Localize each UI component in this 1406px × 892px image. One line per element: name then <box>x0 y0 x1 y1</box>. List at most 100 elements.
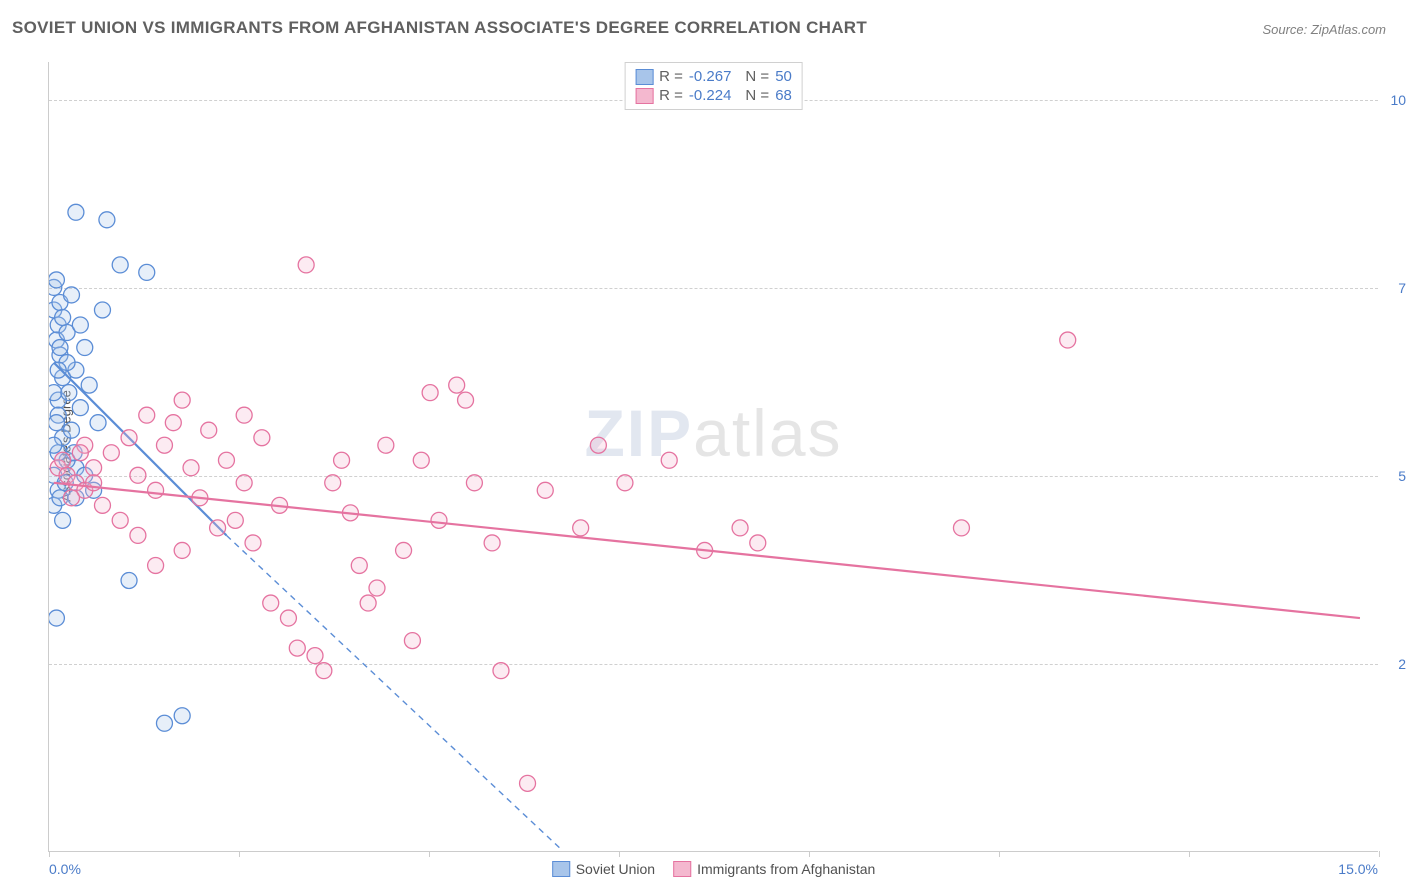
chart-title: SOVIET UNION VS IMMIGRANTS FROM AFGHANIS… <box>12 18 867 38</box>
scatter-point <box>661 452 677 468</box>
scatter-point <box>369 580 385 596</box>
scatter-point <box>263 595 279 611</box>
scatter-point <box>750 535 766 551</box>
stats-row-soviet: R = -0.267 N = 50 <box>635 67 792 86</box>
legend-label-soviet: Soviet Union <box>576 861 655 877</box>
scatter-point <box>360 595 376 611</box>
correlation-stats-legend: R = -0.267 N = 50 R = -0.224 N = 68 <box>624 62 803 110</box>
scatter-point <box>148 557 164 573</box>
r-value-soviet: -0.267 <box>689 68 732 85</box>
scatter-point <box>63 422 79 438</box>
correlation-chart: SOVIET UNION VS IMMIGRANTS FROM AFGHANIS… <box>0 0 1406 892</box>
scatter-point <box>49 610 64 626</box>
scatter-point <box>63 287 79 303</box>
scatter-point <box>112 257 128 273</box>
scatter-point <box>55 452 71 468</box>
scatter-point <box>165 415 181 431</box>
scatter-point <box>50 362 66 378</box>
scatter-point <box>72 317 88 333</box>
source-attribution: Source: ZipAtlas.com <box>1262 22 1386 37</box>
n-value-afghanistan: 68 <box>775 87 792 104</box>
n-value-soviet: 50 <box>775 68 792 85</box>
y-tick-label: 100.0% <box>1383 92 1406 108</box>
scatter-point <box>174 392 190 408</box>
series-legend: Soviet Union Immigrants from Afghanistan <box>552 861 876 877</box>
scatter-point <box>55 512 71 528</box>
scatter-point <box>72 400 88 416</box>
scatter-point <box>156 715 172 731</box>
scatter-point <box>112 512 128 528</box>
legend-item-soviet: Soviet Union <box>552 861 655 877</box>
scatter-point <box>520 775 536 791</box>
swatch-afghanistan <box>635 88 653 104</box>
scatter-point <box>210 520 226 536</box>
plot-area: R = -0.267 N = 50 R = -0.224 N = 68 ZIPa… <box>48 62 1378 852</box>
scatter-point <box>139 407 155 423</box>
scatter-point <box>81 377 97 393</box>
scatter-point <box>396 542 412 558</box>
scatter-point <box>86 460 102 476</box>
x-axis-min-label: 0.0% <box>49 861 81 877</box>
scatter-point <box>573 520 589 536</box>
scatter-point <box>732 520 748 536</box>
legend-label-afghanistan: Immigrants from Afghanistan <box>697 861 875 877</box>
legend-item-afghanistan: Immigrants from Afghanistan <box>673 861 875 877</box>
scatter-point <box>316 663 332 679</box>
scatter-point <box>404 633 420 649</box>
scatter-point <box>953 520 969 536</box>
scatter-point <box>590 437 606 453</box>
scatter-point <box>351 557 367 573</box>
trend-line-extrapolated <box>226 535 563 851</box>
scatter-point <box>130 527 146 543</box>
scatter-point <box>61 385 77 401</box>
scatter-point <box>280 610 296 626</box>
scatter-point <box>307 648 323 664</box>
y-tick-label: 75.0% <box>1383 280 1406 296</box>
scatter-point <box>449 377 465 393</box>
swatch-soviet <box>635 69 653 85</box>
scatter-point <box>148 482 164 498</box>
scatter-point <box>493 663 509 679</box>
scatter-point <box>49 385 62 401</box>
scatter-point <box>63 490 79 506</box>
scatter-point <box>413 452 429 468</box>
scatter-point <box>174 542 190 558</box>
scatter-point <box>236 407 252 423</box>
x-tick <box>1379 851 1380 857</box>
scatter-point <box>130 467 146 483</box>
scatter-point <box>94 497 110 513</box>
scatter-point <box>156 437 172 453</box>
scatter-point <box>458 392 474 408</box>
scatter-point <box>289 640 305 656</box>
scatter-point <box>72 445 88 461</box>
scatter-point <box>617 475 633 491</box>
scatter-point <box>99 212 115 228</box>
scatter-point <box>422 385 438 401</box>
y-tick-label: 50.0% <box>1383 468 1406 484</box>
scatter-point <box>49 437 62 453</box>
scatter-point <box>298 257 314 273</box>
scatter-point <box>52 340 68 356</box>
x-tick <box>809 851 810 857</box>
scatter-point <box>431 512 447 528</box>
scatter-point <box>183 460 199 476</box>
scatter-svg <box>49 62 1378 851</box>
scatter-point <box>49 272 64 288</box>
scatter-point <box>218 452 234 468</box>
scatter-point <box>378 437 394 453</box>
scatter-point <box>254 430 270 446</box>
scatter-point <box>537 482 553 498</box>
scatter-point <box>68 204 84 220</box>
scatter-point <box>139 264 155 280</box>
scatter-point <box>236 475 252 491</box>
scatter-point <box>121 430 137 446</box>
r-value-afghanistan: -0.224 <box>689 87 732 104</box>
x-tick <box>999 851 1000 857</box>
x-axis-max-label: 15.0% <box>1338 861 1378 877</box>
scatter-point <box>325 475 341 491</box>
scatter-point <box>334 452 350 468</box>
scatter-point <box>245 535 261 551</box>
scatter-point <box>484 535 500 551</box>
scatter-point <box>466 475 482 491</box>
x-tick <box>49 851 50 857</box>
